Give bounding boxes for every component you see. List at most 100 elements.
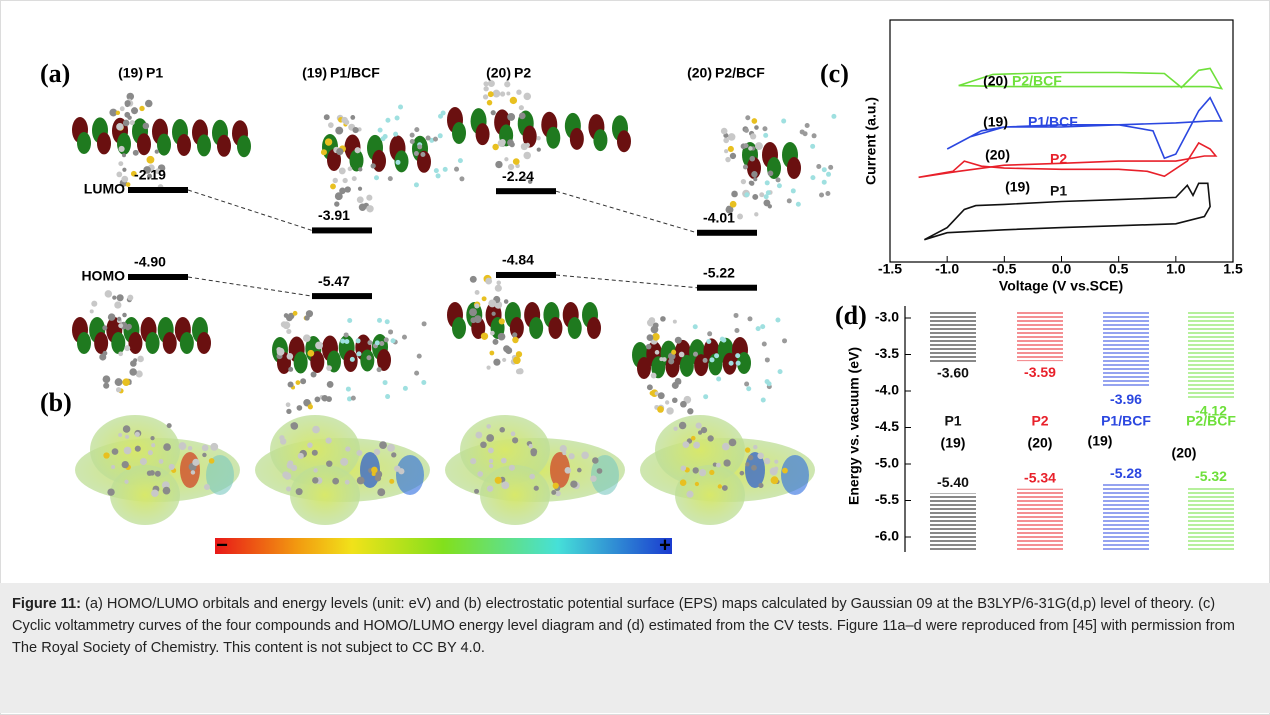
atom — [486, 434, 495, 442]
atom — [486, 424, 492, 429]
atom — [503, 299, 509, 304]
atom — [742, 164, 748, 170]
atom — [356, 351, 362, 357]
y-tick-label: -5.5 — [875, 491, 899, 507]
atom — [390, 338, 396, 344]
atom — [437, 133, 443, 139]
atom — [356, 449, 363, 456]
homo-level — [128, 274, 188, 280]
atom — [122, 153, 127, 158]
atom — [754, 212, 759, 217]
orbital-lobe — [77, 332, 91, 354]
atom — [786, 198, 792, 204]
atom — [717, 484, 722, 489]
atom — [377, 317, 383, 323]
y-tick-label: -3.0 — [875, 309, 899, 325]
atom — [657, 392, 665, 400]
y-tick-label: -6.0 — [875, 528, 899, 544]
orbital-lobe — [77, 132, 91, 154]
atom — [727, 133, 736, 141]
atom — [398, 468, 405, 475]
atom — [581, 451, 589, 460]
atom — [154, 149, 159, 154]
atom — [729, 200, 737, 208]
atom — [349, 356, 355, 362]
atom — [831, 113, 837, 119]
atom — [131, 107, 139, 115]
atom — [290, 422, 299, 430]
atom — [168, 463, 175, 470]
orbital-lobe — [128, 332, 143, 354]
compound-ref: (20) — [486, 65, 511, 81]
atom — [596, 468, 603, 474]
atom — [401, 334, 407, 340]
homo-value: -5.34 — [1024, 470, 1056, 486]
atom — [518, 105, 524, 111]
atom — [126, 323, 132, 330]
compound-name: P1 — [944, 412, 961, 428]
atom — [112, 295, 117, 300]
atom — [122, 425, 131, 433]
lumo-value: -3.91 — [318, 207, 350, 223]
atom — [102, 375, 111, 384]
atom — [122, 378, 130, 387]
atom — [366, 355, 372, 361]
y-axis-title: Energy vs. vacuum (eV) — [846, 347, 862, 505]
atom — [358, 167, 363, 172]
atom — [650, 325, 659, 334]
atom — [693, 351, 699, 357]
atom — [674, 336, 682, 344]
esp-map — [480, 465, 550, 525]
atom — [391, 452, 397, 458]
atom — [320, 149, 327, 156]
homo-value: -5.28 — [1110, 465, 1142, 481]
figure: (a) (b) (c) (d) LUMO HOMO − + Voltage (V… — [40, 19, 1243, 556]
atom — [394, 115, 400, 121]
x-tick-label: -0.5 — [992, 261, 1016, 277]
esp-map — [290, 465, 360, 525]
homo-value: -5.40 — [937, 474, 969, 490]
orbital-lobe — [377, 349, 391, 371]
atom — [288, 366, 294, 372]
atom — [528, 443, 533, 449]
atom — [115, 110, 121, 115]
atom — [321, 394, 328, 402]
atom — [413, 182, 419, 188]
atom — [328, 122, 334, 128]
compound-name: P2 — [1031, 412, 1048, 428]
atom — [409, 139, 415, 145]
atom — [702, 357, 708, 363]
homo-level — [697, 284, 757, 291]
atom — [492, 143, 499, 151]
lumo-block — [1188, 310, 1234, 400]
atom — [507, 139, 514, 146]
atom — [482, 94, 489, 100]
atom — [648, 317, 656, 324]
atom — [351, 176, 357, 182]
atom — [347, 317, 353, 323]
lumo-block — [1103, 310, 1149, 389]
atom — [512, 158, 520, 165]
atom — [208, 458, 215, 464]
orbital-lobe — [179, 332, 194, 354]
atom — [759, 192, 765, 198]
cv-curve — [958, 67, 1224, 90]
atom — [377, 488, 386, 497]
atom — [107, 313, 116, 321]
atom — [497, 332, 506, 341]
atom — [502, 357, 507, 363]
orbital-lobe — [372, 149, 386, 172]
atom — [151, 443, 156, 448]
atom — [107, 488, 115, 496]
connector — [555, 274, 698, 289]
atom — [421, 321, 427, 327]
plot-frame — [889, 19, 1234, 263]
atom — [383, 337, 389, 343]
atom — [645, 343, 652, 350]
orbital-lobe — [452, 317, 466, 339]
atom — [285, 486, 292, 492]
atom — [530, 450, 537, 457]
atom — [373, 448, 381, 456]
atom — [721, 485, 728, 491]
atom — [774, 459, 779, 464]
